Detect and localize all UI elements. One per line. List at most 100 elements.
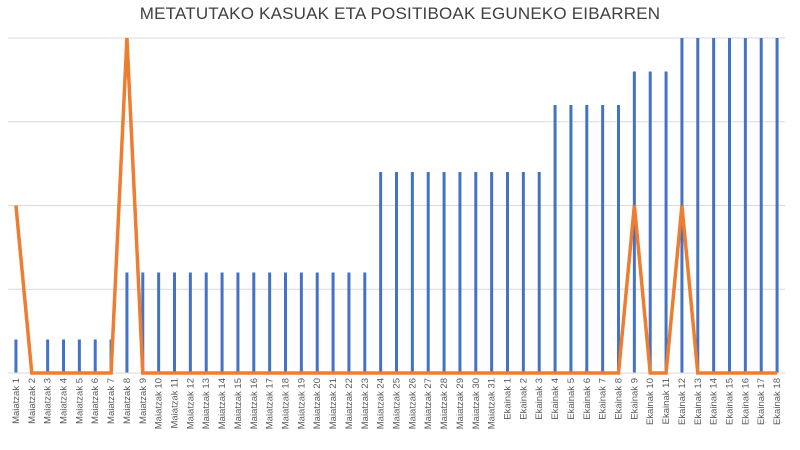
bar bbox=[284, 272, 287, 373]
x-tick-label: Maiatzak 6 bbox=[90, 378, 101, 424]
x-tick-label: Ekainak 3 bbox=[534, 378, 545, 420]
bar bbox=[315, 272, 319, 373]
x-tick-label: Maiatzak 23 bbox=[360, 378, 371, 429]
x-tick-label: Maiatzak 3 bbox=[43, 378, 54, 424]
x-tick-label: Ekainak 5 bbox=[566, 378, 577, 420]
x-tick-label: Ekainak 18 bbox=[772, 378, 783, 425]
x-tick-label: Ekainak 14 bbox=[709, 378, 720, 425]
x-tick-label: Maiatzak 4 bbox=[59, 378, 70, 424]
x-tick-label: Maiatzak 16 bbox=[249, 378, 260, 429]
x-tick-label: Ekainak 9 bbox=[629, 378, 640, 420]
bar bbox=[617, 105, 620, 373]
bar bbox=[458, 172, 462, 373]
x-tick-label: Maiatzak 26 bbox=[407, 378, 418, 429]
bar bbox=[331, 272, 335, 373]
x-tick-label: Ekainak 10 bbox=[645, 378, 656, 425]
bar bbox=[537, 172, 541, 373]
x-tick-label: Ekainak 2 bbox=[518, 378, 529, 420]
x-tick-label: Maiatzak 10 bbox=[154, 378, 165, 429]
x-tick-label: Ekainak 16 bbox=[740, 378, 751, 425]
bar bbox=[506, 172, 509, 373]
x-tick-label: Maiatzak 18 bbox=[281, 378, 292, 429]
bar bbox=[442, 172, 446, 373]
x-tick-label: Maiatzak 11 bbox=[170, 378, 181, 429]
x-tick-label: Maiatzak 20 bbox=[312, 378, 323, 429]
bar bbox=[601, 105, 605, 373]
bar bbox=[712, 38, 716, 373]
bar bbox=[585, 105, 589, 373]
bar bbox=[299, 272, 303, 373]
bar bbox=[157, 272, 161, 373]
bar bbox=[743, 38, 747, 373]
line-points bbox=[15, 37, 778, 374]
x-tick-label: Ekainak 7 bbox=[598, 378, 609, 420]
bar bbox=[728, 38, 731, 373]
bar bbox=[220, 272, 224, 373]
bar bbox=[426, 172, 430, 373]
x-tick-label: Maiatzak 27 bbox=[423, 378, 434, 429]
x-tick-label: Maiatzak 29 bbox=[455, 378, 466, 429]
x-tick-label: Maiatzak 31 bbox=[487, 378, 498, 429]
x-tick-labels: Maiatzak 1 Maiatzak 2 Maiatzak 3 Maiatzak 4… bbox=[11, 378, 783, 429]
bar bbox=[125, 272, 129, 373]
bar bbox=[490, 172, 494, 373]
x-tick-label: Ekainak 15 bbox=[725, 378, 736, 425]
x-tick-label: Ekainak 1 bbox=[503, 378, 514, 420]
x-tick-label: Maiatzak 22 bbox=[344, 378, 355, 429]
bar bbox=[204, 272, 208, 373]
bar bbox=[569, 105, 573, 373]
bar bbox=[474, 172, 478, 373]
bar bbox=[664, 71, 668, 373]
chart-title: METATUTAKO KASUAK ETA POSITIBOAK EGUNEKO… bbox=[139, 4, 661, 23]
bar bbox=[521, 172, 525, 373]
bar bbox=[173, 272, 176, 373]
x-tick-label: Maiatzak 13 bbox=[201, 378, 212, 429]
x-tick-label: Ekainak 8 bbox=[614, 378, 625, 420]
bar bbox=[62, 339, 65, 373]
bar bbox=[759, 38, 763, 373]
bar bbox=[395, 172, 398, 373]
bar bbox=[268, 272, 272, 373]
x-tick-label: Maiatzak 24 bbox=[376, 378, 387, 429]
x-tick-label: Maiatzak 5 bbox=[74, 378, 85, 424]
bar bbox=[775, 38, 779, 373]
x-tick-label: Maiatzak 7 bbox=[106, 378, 117, 424]
x-tick-label: Maiatzak 2 bbox=[27, 378, 38, 424]
x-tick-label: Maiatzak 17 bbox=[265, 378, 276, 429]
x-tick-label: Ekainak 13 bbox=[693, 378, 704, 425]
bar-series bbox=[14, 38, 779, 373]
bar bbox=[46, 339, 50, 373]
bar bbox=[648, 71, 652, 373]
x-tick-label: Maiatzak 8 bbox=[122, 378, 133, 424]
bar bbox=[77, 339, 81, 373]
bar bbox=[696, 38, 700, 373]
bar bbox=[363, 272, 367, 373]
x-tick-label: Maiatzak 21 bbox=[328, 378, 339, 429]
x-tick-label: Ekainak 17 bbox=[756, 378, 767, 425]
bar bbox=[93, 339, 97, 373]
x-tick-label: Maiatzak 1 bbox=[11, 378, 22, 424]
x-tick-label: Ekainak 6 bbox=[582, 378, 593, 420]
x-tick-label: Maiatzak 19 bbox=[296, 378, 307, 429]
bar bbox=[236, 272, 240, 373]
bar bbox=[379, 172, 383, 373]
bar bbox=[410, 172, 414, 373]
x-tick-label: Maiatzak 14 bbox=[217, 378, 228, 429]
x-tick-label: Maiatzak 9 bbox=[138, 378, 149, 424]
x-tick-label: Ekainak 11 bbox=[661, 378, 672, 424]
bar bbox=[252, 272, 256, 373]
x-tick-label: Maiatzak 25 bbox=[392, 378, 403, 429]
x-tick-label: Ekainak 12 bbox=[677, 378, 688, 425]
x-tick-label: Maiatzak 12 bbox=[185, 378, 196, 429]
x-tick-label: Maiatzak 28 bbox=[439, 378, 450, 429]
x-tick-label: Maiatzak 15 bbox=[233, 378, 244, 429]
bar bbox=[188, 272, 192, 373]
x-tick-label: Maiatzak 30 bbox=[471, 378, 482, 429]
bar bbox=[14, 339, 18, 373]
bar bbox=[141, 272, 145, 373]
bar bbox=[347, 272, 351, 373]
bar bbox=[553, 105, 557, 373]
x-tick-label: Ekainak 4 bbox=[550, 378, 561, 420]
